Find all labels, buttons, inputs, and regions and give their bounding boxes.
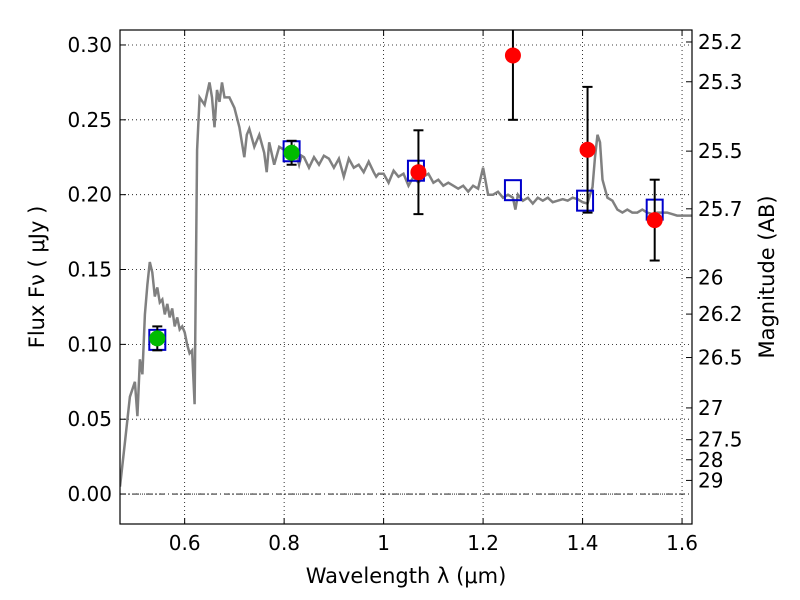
mag-tick-label: 27 [698,396,723,420]
observed-point-red [410,164,427,181]
observed-point-red [646,212,663,229]
mag-tick-label: 26.5 [698,346,743,370]
mag-tick-label: 25.3 [698,70,743,94]
mag-tick-label: 28 [698,448,723,472]
grid [120,30,692,524]
synthetic-square [503,179,522,202]
observed-point-red [504,47,521,64]
y-tick-label: 0.10 [67,332,112,356]
x-axis-title: Wavelength λ (μm) [306,564,507,588]
y-tick-label: 0.20 [67,183,112,207]
observed-point-green [283,144,300,161]
synthetic-square [576,189,595,212]
x-tick-label: 1 [377,531,390,555]
plot-frame [119,29,693,525]
mag-tick-label: 26.2 [698,302,743,326]
mag-tick-label: 27.5 [698,428,743,452]
y-tick-label: 0.05 [67,407,112,431]
mag-tick-label: 25.2 [698,30,743,54]
x-tick-label: 1.4 [567,531,599,555]
x-tick-label: 0.6 [169,531,201,555]
y-tick-label: 0.15 [67,258,112,282]
right-axis-title: Magnitude (AB) [755,195,779,358]
tick-labels: 0.6 0.8 1 1.2 1.4 1.6 0.00 0.05 0.10 0.15 0.20 0.25… [67,30,742,555]
model-spectrum-line [120,82,692,487]
y-tick-label: 0.25 [67,108,112,132]
observed-point-red [579,141,596,158]
data-marks [148,30,664,352]
x-tick-label: 1.6 [666,531,698,555]
x-tick-label: 1.2 [467,531,499,555]
mag-tick-label: 29 [698,468,723,492]
mag-tick-label: 25.5 [698,139,743,163]
y-tick-label: 0.00 [67,482,112,506]
axis-ticks [120,30,692,524]
y-tick-label: 0.30 [67,33,112,57]
observed-point-green [149,330,166,347]
mag-tick-label: 26 [698,266,723,290]
x-tick-label: 0.8 [268,531,300,555]
y-axis-title: Flux Fν ( μJy ) [25,206,49,349]
mag-tick-label: 25.7 [698,197,743,221]
